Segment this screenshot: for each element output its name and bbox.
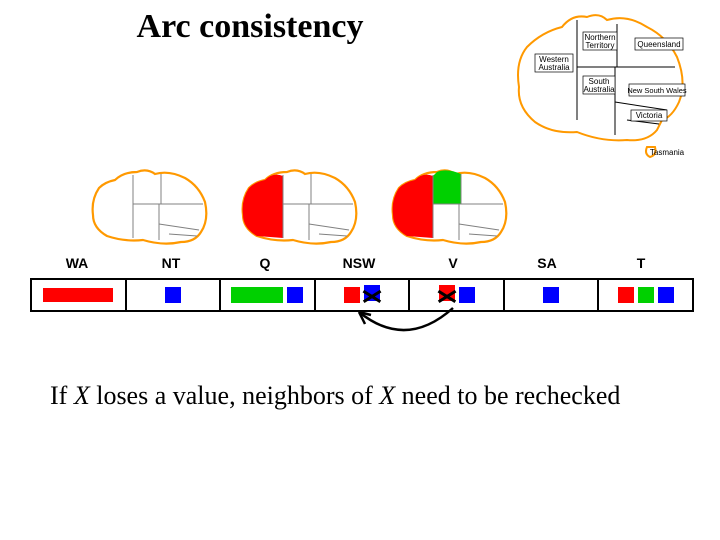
col-label-Q: Q — [218, 255, 312, 271]
arc-arrow — [30, 306, 690, 356]
col-label-T: T — [594, 255, 688, 271]
svg-text:Australia: Australia — [583, 85, 615, 94]
slide-title: Arc consistency — [0, 8, 500, 46]
body-text-p2: loses a value, neighbors of — [90, 381, 380, 410]
svg-text:Queensland: Queensland — [637, 40, 680, 49]
body-text: If X loses a value, neighbors of X need … — [50, 380, 650, 413]
col-label-NT: NT — [124, 255, 218, 271]
col-label-V: V — [406, 255, 500, 271]
svg-text:Victoria: Victoria — [636, 111, 663, 120]
svg-text:Territory: Territory — [586, 41, 615, 50]
col-label-NSW: NSW — [312, 255, 406, 271]
svg-text:Tasmania: Tasmania — [650, 148, 685, 157]
body-text-x2: X — [379, 381, 395, 410]
col-label-WA: WA — [30, 255, 124, 271]
svg-text:Australia: Australia — [538, 63, 570, 72]
mini-map — [85, 160, 215, 245]
mini-maps-row — [85, 160, 515, 245]
body-text-x1: X — [74, 381, 90, 410]
column-labels-row: WANTQNSWVSAT — [30, 255, 690, 277]
mini-map — [385, 160, 515, 245]
reference-map: Western Australia Northern Territory Que… — [507, 2, 712, 162]
col-label-SA: SA — [500, 255, 594, 271]
body-text-p1: If — [50, 381, 74, 410]
mini-map — [235, 160, 365, 245]
body-text-p3: need to be rechecked — [395, 381, 620, 410]
svg-text:New South Wales: New South Wales — [627, 86, 687, 95]
